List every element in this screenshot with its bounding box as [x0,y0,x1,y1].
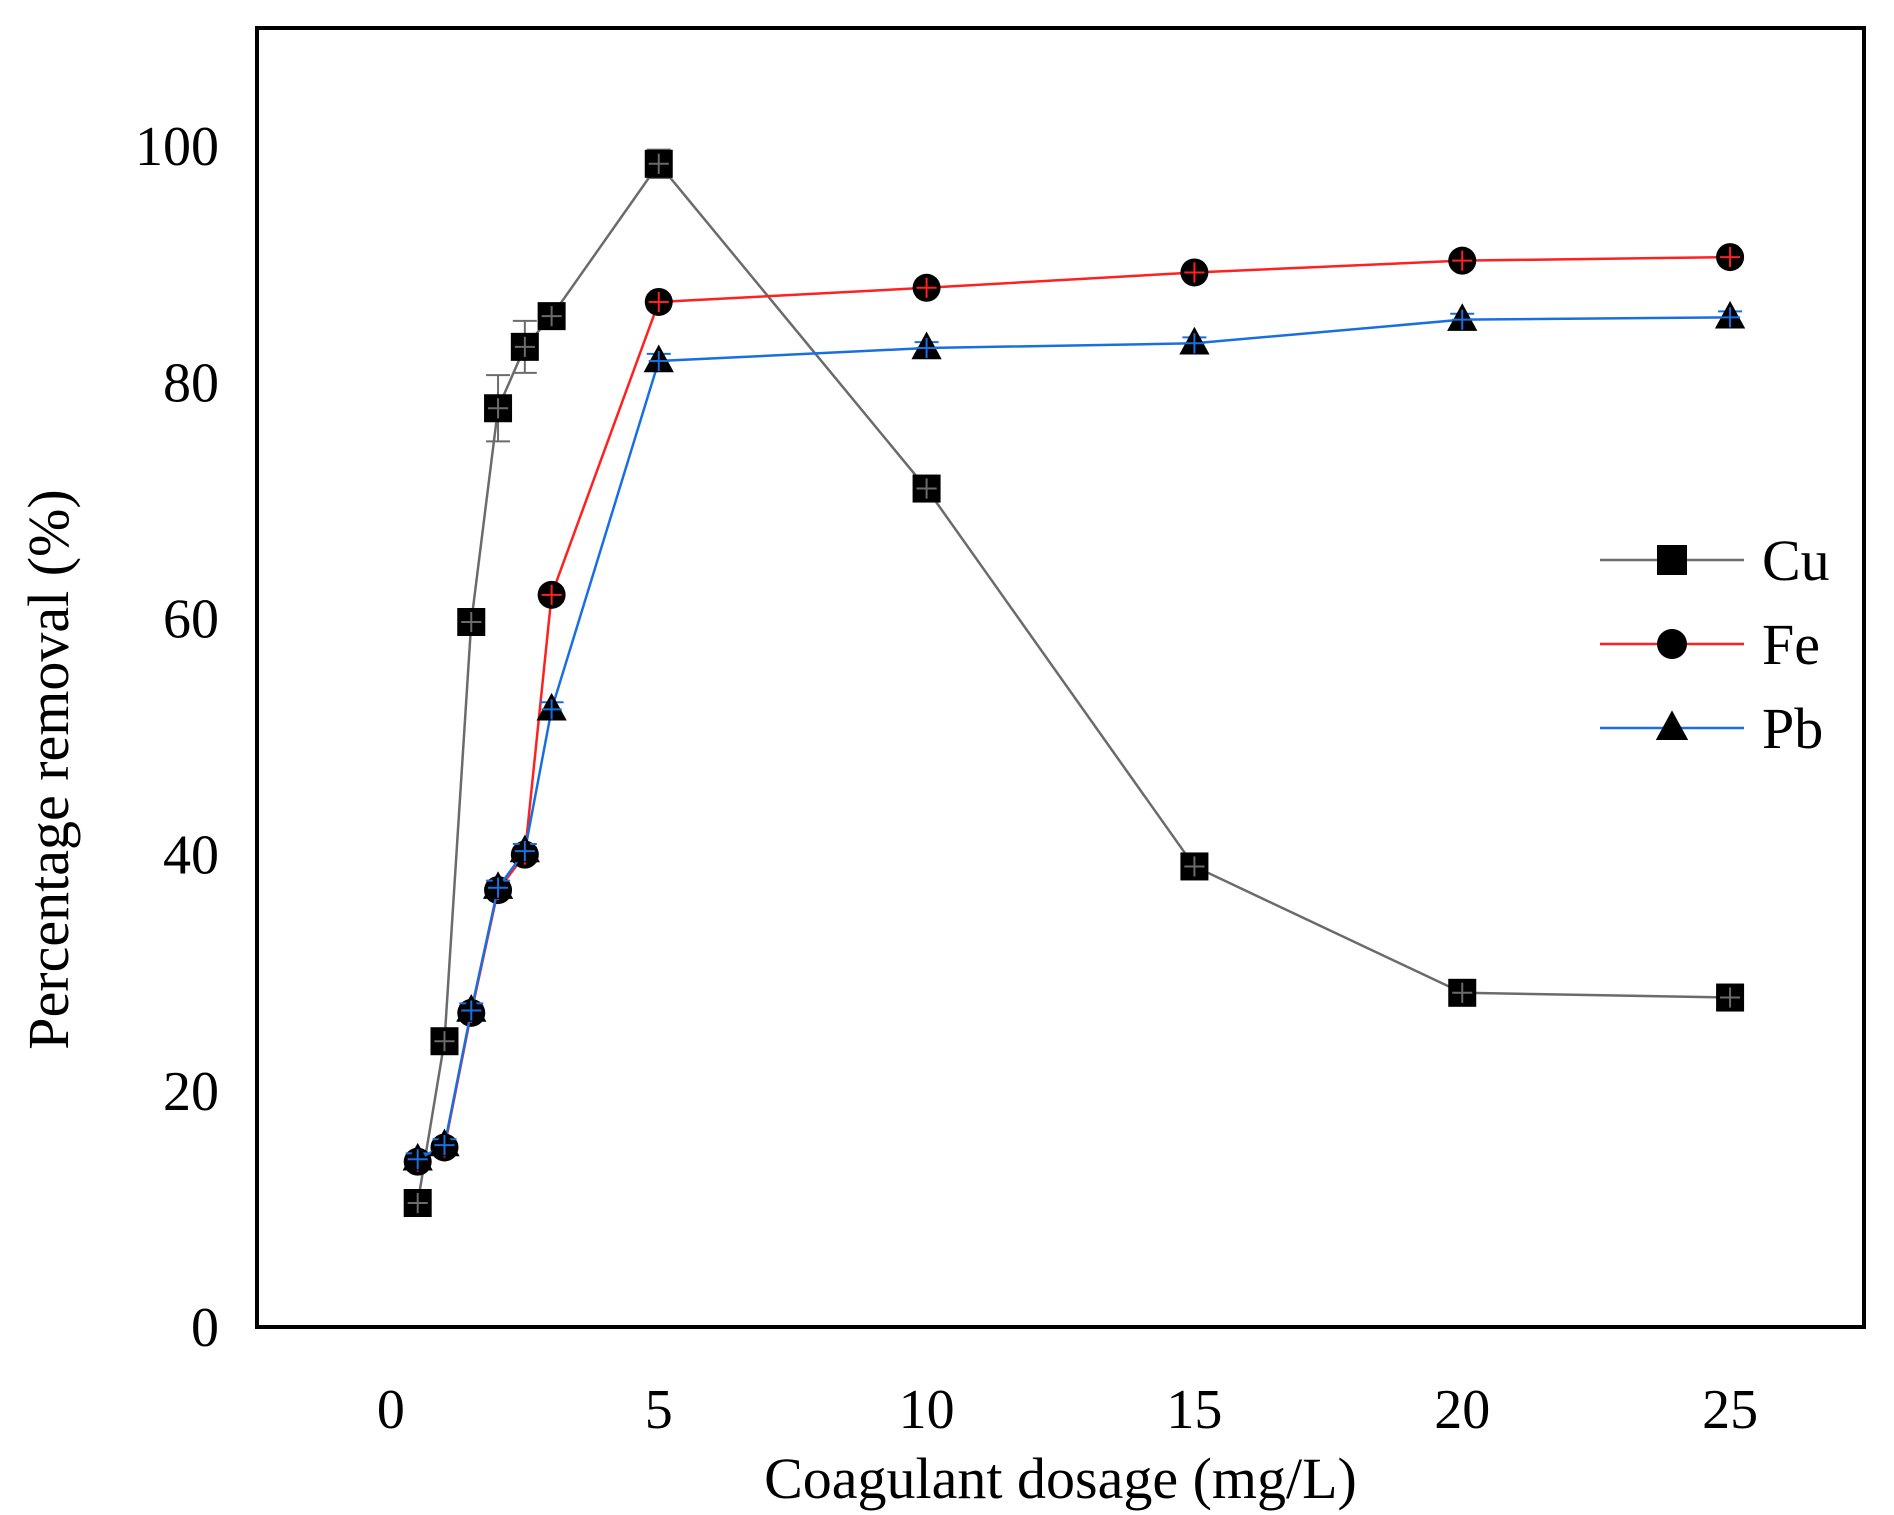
x-tick-label: 25 [1702,1379,1758,1441]
x-axis-title: Coagulant dosage (mg/L) [764,1446,1357,1511]
legend-marker [1655,710,1689,740]
legend-label: Cu [1762,528,1830,593]
series-line-fe [417,255,1731,1163]
legend-marker [1657,629,1687,659]
legend-item-fe: Fe [1600,612,1820,677]
legend-label: Fe [1762,612,1820,677]
legend: Cu Fe Pb [1600,528,1830,761]
series-line-pb [417,316,1731,1161]
x-tick-label: 15 [1166,1379,1222,1441]
x-tick-label: 20 [1434,1379,1490,1441]
x-tick-label: 10 [899,1379,955,1441]
y-tick-label: 80 [163,352,219,414]
y-tick-labels: 0 20 40 60 80 100 [135,116,219,1359]
series-fe [403,243,1745,1176]
y-tick-label: 60 [163,588,219,650]
legend-item-cu: Cu [1600,528,1830,593]
series-pb [402,300,1746,1171]
x-tick-label: 5 [645,1379,673,1441]
y-axis-title: Percentage removal (%) [16,489,81,1049]
legend-label: Pb [1762,696,1823,761]
series-layer [402,148,1746,1218]
plot-frame [255,26,1866,1329]
y-tick-label: 40 [163,825,219,887]
y-tick-label: 0 [191,1297,219,1359]
x-tick-labels: 0 5 10 15 20 25 [377,1379,1758,1441]
y-tick-label: 100 [135,116,219,178]
x-tick-label: 0 [377,1379,405,1441]
legend-marker [1657,545,1687,575]
legend-item-pb: Pb [1600,696,1823,761]
series-cu [403,148,1745,1218]
y-tick-label: 20 [163,1061,219,1123]
